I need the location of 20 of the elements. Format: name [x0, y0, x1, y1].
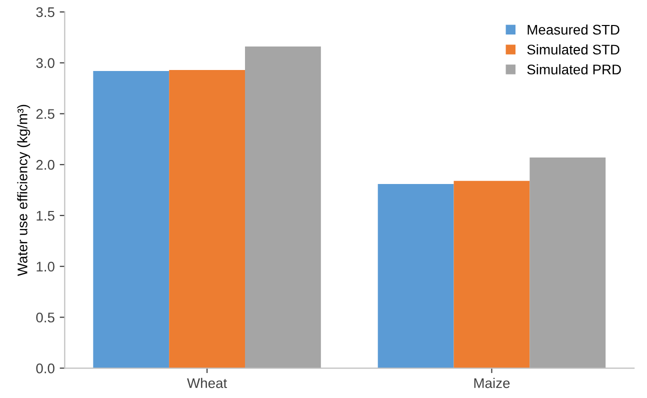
y-tick-label: 3.5 [36, 7, 54, 18]
bar [378, 184, 454, 368]
x-tick-label: Maize [474, 378, 510, 388]
legend-label: Simulated STD [527, 44, 620, 55]
y-tick-label: 3.0 [36, 58, 54, 68]
legend-label: Simulated PRD [527, 64, 621, 74]
y-tick-label: 1.5 [36, 210, 54, 221]
y-tick-label: 0.0 [36, 363, 54, 374]
y-axis-title: Water use efficiency (kg/m³) [17, 104, 30, 276]
x-tick-label: Wheat [187, 378, 228, 388]
legend-label: Measured STD [528, 24, 620, 35]
y-tick-label: 2.0 [36, 160, 54, 170]
y-tick-label: 0.5 [36, 312, 54, 322]
bar [244, 46, 321, 368]
bar [169, 70, 245, 368]
y-tick-label: 1.0 [36, 262, 54, 272]
bar [93, 70, 170, 368]
bar [454, 180, 530, 368]
bar [530, 157, 606, 368]
y-tick-label: 2.5 [36, 109, 54, 119]
